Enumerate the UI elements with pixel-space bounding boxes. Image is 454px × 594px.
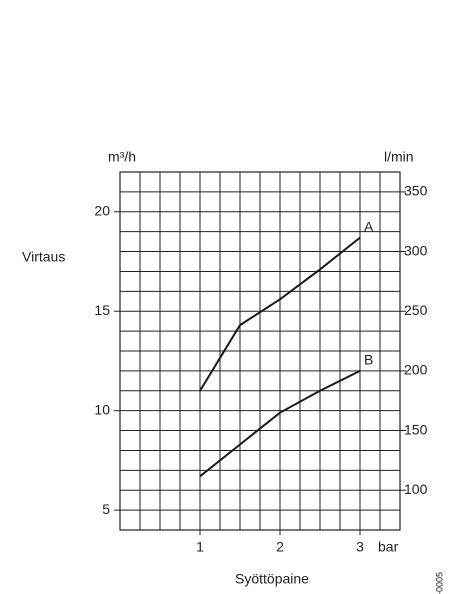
- figure-id: 4103-0005: [434, 572, 444, 594]
- y2-unit: l/min: [384, 149, 414, 165]
- series-line: [199, 369, 361, 478]
- x-tick-label: 1: [196, 539, 204, 555]
- y2-tick-label: 350: [404, 183, 428, 199]
- x-tick-label: 2: [276, 539, 284, 555]
- series-label: B: [364, 352, 373, 368]
- x-label: Syöttöpaine: [235, 571, 309, 587]
- y-tick-label: 10: [94, 401, 110, 417]
- y-tick-label: 5: [102, 501, 110, 517]
- y-tick-label: 15: [94, 302, 110, 318]
- y2-tick-label: 250: [404, 302, 428, 318]
- series-label: A: [364, 218, 374, 234]
- y2-tick-label: 200: [404, 362, 428, 378]
- x-tick-label: 3: [356, 539, 364, 555]
- series-line: [199, 236, 361, 392]
- x-unit: bar: [378, 539, 399, 555]
- y-tick-label: 20: [94, 202, 110, 218]
- plot-frame: [119, 171, 401, 531]
- y2-tick-label: 100: [404, 481, 428, 497]
- y2-tick-label: 300: [404, 242, 428, 258]
- y-label: Virtaus: [22, 249, 65, 265]
- y2-tick-label: 150: [404, 421, 428, 437]
- y-unit: m³/h: [108, 149, 136, 165]
